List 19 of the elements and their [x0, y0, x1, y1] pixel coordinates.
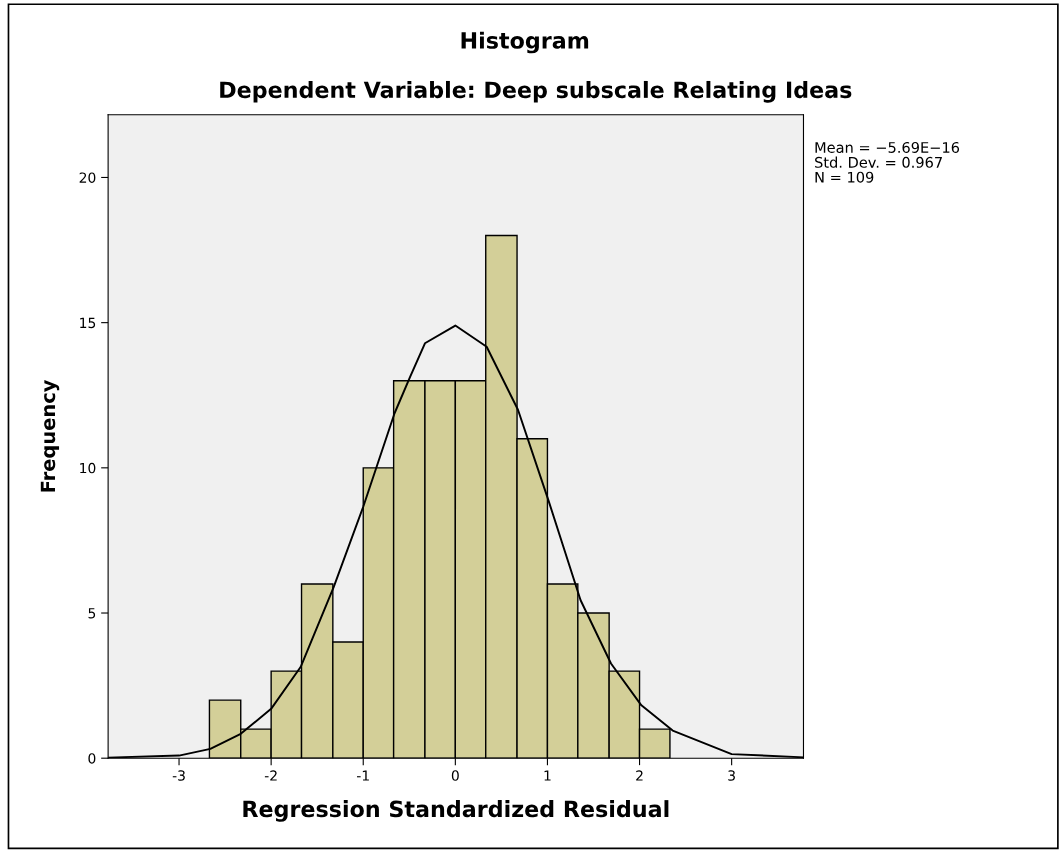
y-tick-label: 20	[79, 172, 96, 183]
x-tick-label: -3	[172, 770, 185, 781]
x-tick-label: 1	[544, 770, 551, 781]
x-tick-label: 3	[728, 770, 735, 781]
y-axis-title: Frequency	[40, 379, 60, 492]
x-tick-label: 0	[451, 770, 459, 781]
y-tick-label: 15	[80, 317, 96, 329]
x-tick-label: 2	[636, 770, 643, 781]
x-tick-label: -1	[356, 770, 369, 781]
x-tick-label: -2	[264, 770, 277, 781]
y-tick-label: 10	[80, 462, 96, 474]
text: Mean = −5.69E−16	[815, 141, 960, 153]
text: N = 109	[815, 171, 874, 183]
chart-subtitle: Dependent Variable: Deep subscale Relating Ideas	[220, 80, 852, 103]
text: Std. Dev. = 0.967	[815, 156, 942, 168]
y-tick-label: 0	[88, 753, 96, 764]
y-tick-label: 5	[88, 608, 96, 619]
chart-title: Histogram	[461, 31, 589, 54]
x-axis-title: Regression Standardized Residual	[243, 800, 669, 822]
